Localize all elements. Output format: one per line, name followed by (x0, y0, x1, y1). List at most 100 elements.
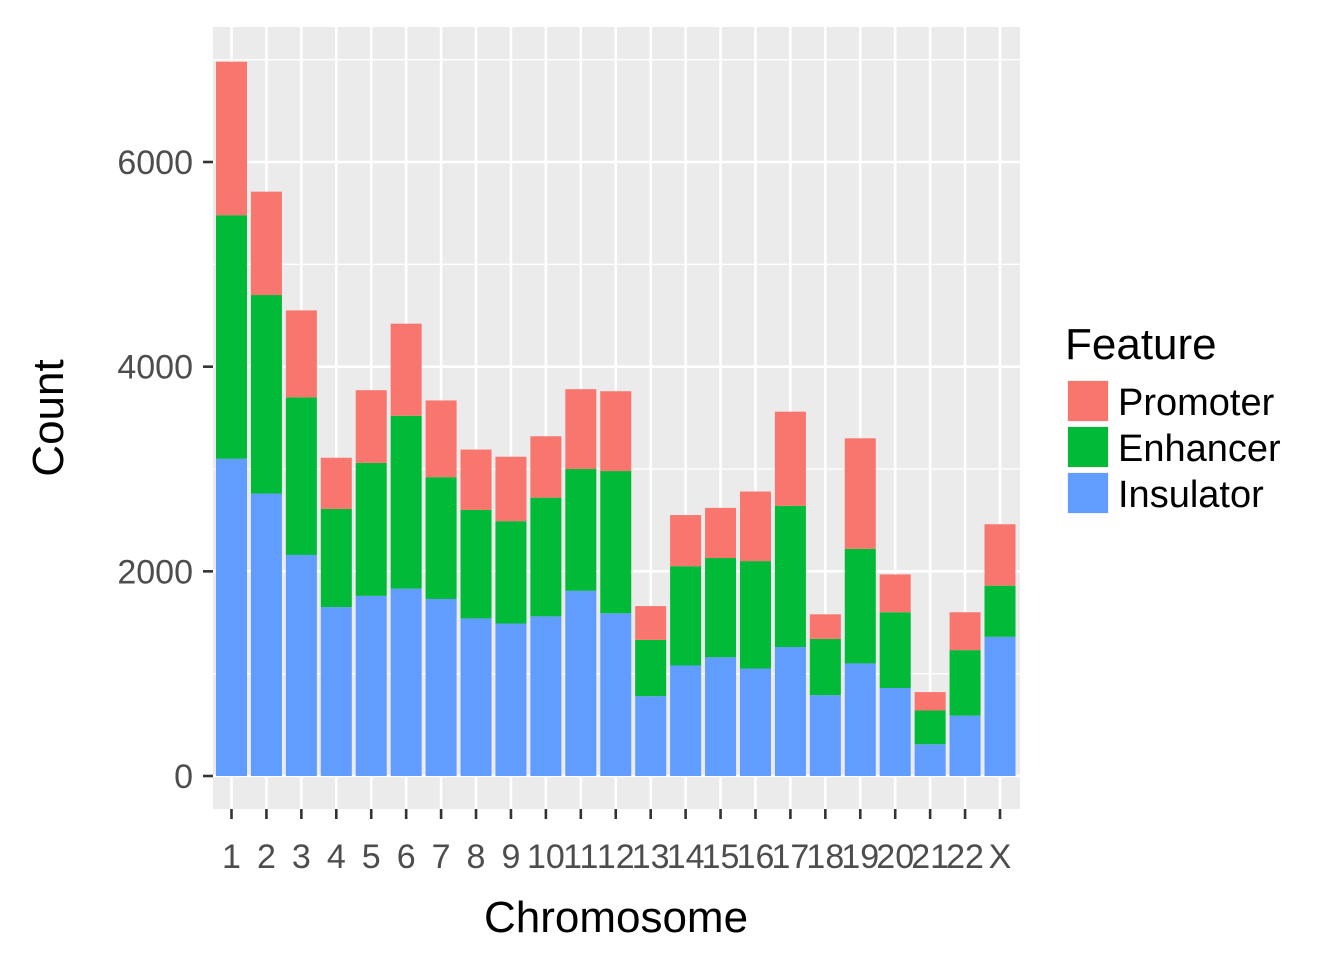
x-tick-label: 12 (597, 838, 635, 876)
legend-swatch-enhancer (1068, 427, 1108, 467)
bar-promoter-chr-20 (879, 574, 911, 613)
bar-insulator-chr-14 (670, 665, 702, 776)
x-tick-label: 22 (946, 838, 984, 876)
x-tick-label: 15 (702, 838, 740, 876)
x-tick-label: 14 (667, 838, 705, 876)
bar-promoter-chr-17 (774, 411, 806, 506)
bar-insulator-chr-21 (914, 744, 946, 776)
bar-promoter-chr-9 (495, 456, 527, 522)
legend-title: Feature (1065, 320, 1217, 369)
bar-insulator-chr-19 (844, 663, 876, 776)
bar-insulator-chr-7 (425, 598, 457, 776)
x-tick-label: X (989, 838, 1012, 876)
bar-promoter-chr-16 (739, 491, 771, 562)
x-axis-title: Chromosome (484, 893, 748, 942)
bar-enhancer-chr-11 (565, 469, 597, 591)
bar-enhancer-chr-5 (355, 462, 387, 596)
bar-enhancer-chr-15 (705, 558, 737, 658)
x-tick-label: 3 (292, 838, 311, 876)
y-axis: 0 2000 4000 6000 (117, 144, 213, 796)
x-tick-label: 21 (911, 838, 949, 876)
bar-insulator-chr-13 (635, 696, 667, 776)
bar-enhancer-chr-4 (320, 508, 352, 608)
bar-promoter-chr-19 (844, 438, 876, 549)
x-tick-label: 20 (876, 838, 914, 876)
bar-enhancer-chr-22 (949, 650, 981, 716)
bars (216, 61, 1016, 776)
bar-enhancer-chr-2 (250, 295, 282, 494)
x-tick-label: 13 (632, 838, 670, 876)
x-tick-label: 6 (397, 838, 416, 876)
bar-enhancer-chr-1 (216, 215, 247, 459)
bar-insulator-chr-9 (495, 623, 527, 776)
bar-insulator-chr-2 (250, 493, 282, 776)
x-tick-label: 7 (432, 838, 451, 876)
bar-enhancer-chr-8 (460, 509, 492, 619)
bar-insulator-chr-x (984, 636, 1016, 776)
x-tick-label: 19 (841, 838, 879, 876)
bar-promoter-chr-5 (355, 390, 387, 463)
bar-promoter-chr-10 (530, 436, 562, 498)
bar-insulator-chr-10 (530, 616, 562, 776)
bar-enhancer-chr-x (984, 585, 1016, 637)
x-tick-label: 11 (563, 838, 598, 876)
bar-promoter-chr-x (984, 524, 1016, 586)
legend-label-enhancer: Enhancer (1118, 428, 1281, 470)
bar-enhancer-chr-10 (530, 497, 562, 617)
bar-enhancer-chr-18 (809, 638, 841, 696)
legend-label-promoter: Promoter (1118, 382, 1275, 424)
bar-enhancer-chr-6 (390, 415, 422, 589)
bar-enhancer-chr-9 (495, 521, 527, 624)
bar-promoter-chr-6 (390, 323, 422, 416)
legend-swatch-insulator (1068, 473, 1108, 513)
x-tick-label: 2 (257, 838, 276, 876)
bar-insulator-chr-6 (390, 588, 422, 776)
bar-promoter-chr-1 (216, 61, 247, 216)
bar-promoter-chr-7 (425, 400, 457, 478)
bar-insulator-chr-18 (809, 695, 841, 776)
bar-promoter-chr-4 (320, 457, 352, 509)
bar-promoter-chr-11 (565, 389, 597, 469)
bar-enhancer-chr-17 (774, 505, 806, 648)
bar-promoter-chr-15 (705, 507, 737, 559)
y-axis-title: Count (24, 359, 73, 476)
bar-enhancer-chr-16 (739, 561, 771, 669)
legend-label-insulator: Insulator (1118, 474, 1264, 516)
x-tick-label: 1 (222, 838, 241, 876)
bar-insulator-chr-3 (285, 554, 317, 776)
x-tick-label: 18 (806, 838, 844, 876)
bar-insulator-chr-11 (565, 590, 597, 776)
x-tick-label: 5 (362, 838, 381, 876)
x-tick-label: 17 (771, 838, 809, 876)
bar-enhancer-chr-13 (635, 639, 667, 697)
y-tick-label: 2000 (117, 553, 193, 591)
bar-insulator-chr-16 (739, 668, 771, 776)
bar-promoter-chr-8 (460, 449, 492, 510)
bar-insulator-chr-22 (949, 715, 981, 776)
legend-swatch-promoter (1068, 381, 1108, 421)
bar-promoter-chr-18 (809, 614, 841, 639)
bar-promoter-chr-14 (670, 515, 702, 567)
bar-promoter-chr-3 (285, 310, 317, 398)
x-tick-label: 8 (467, 838, 486, 876)
bar-insulator-chr-5 (355, 595, 387, 776)
x-tick-label: 4 (327, 838, 346, 876)
bar-enhancer-chr-12 (600, 471, 632, 614)
x-tick-label: 10 (527, 838, 565, 876)
bar-promoter-chr-12 (600, 391, 632, 472)
bar-enhancer-chr-7 (425, 477, 457, 599)
bar-enhancer-chr-21 (914, 710, 946, 745)
bar-insulator-chr-17 (774, 647, 806, 776)
bar-promoter-chr-2 (250, 191, 282, 296)
x-tick-label: 16 (737, 838, 775, 876)
bar-insulator-chr-4 (320, 607, 352, 776)
bar-enhancer-chr-3 (285, 397, 317, 555)
bar-insulator-chr-1 (216, 458, 247, 776)
y-tick-label: 0 (174, 758, 193, 796)
bar-enhancer-chr-14 (670, 566, 702, 666)
y-tick-label: 4000 (117, 349, 193, 387)
bar-promoter-chr-13 (635, 606, 667, 640)
bar-insulator-chr-8 (460, 618, 492, 776)
